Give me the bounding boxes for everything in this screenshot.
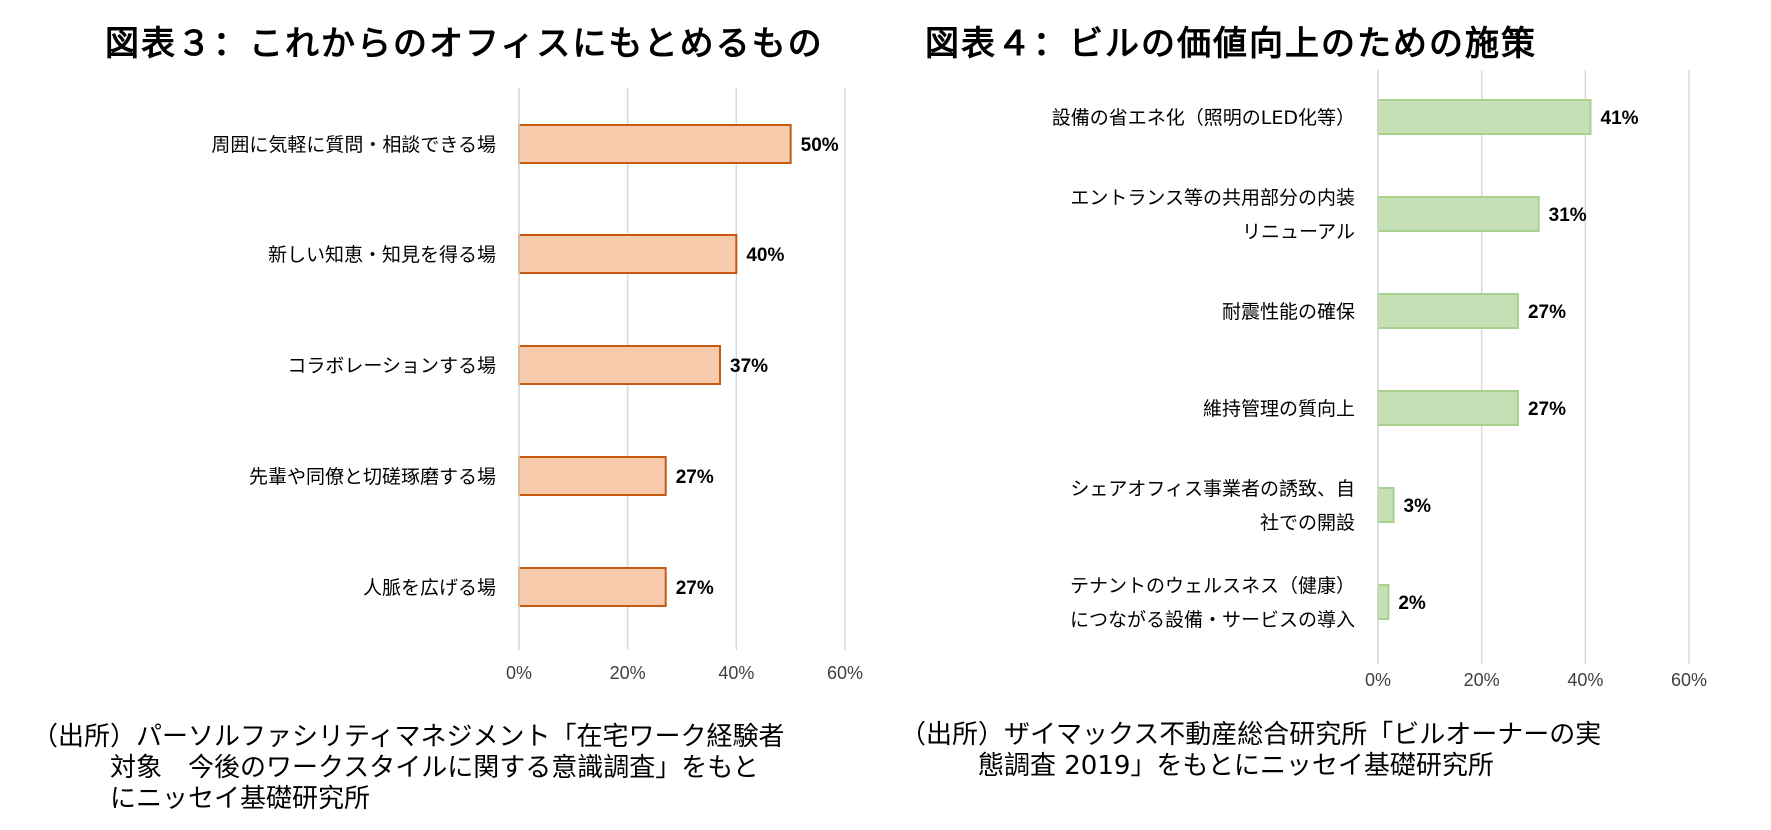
fig3-category-label: 人脈を広げる場 [363,577,496,599]
fig4-category-label: テナントのウェルスネス（健康） [1070,575,1355,597]
fig3-category-label: コラボレーションする場 [287,355,496,377]
fig3-data-label: 27% [676,467,714,488]
fig3-category-label: 新しい知恵・知見を得る場 [268,244,496,266]
fig4-data-label: 3% [1404,496,1432,517]
fig4-bar [1377,487,1395,523]
fig4-category-label: につながる設備・サービスの導入 [1070,609,1355,631]
fig4-bar [1377,390,1519,426]
fig4-x-tick-label: 0% [1365,670,1391,690]
fig4-bar [1377,99,1592,135]
fig3-bar [518,345,722,385]
fig4-category-label: 維持管理の質向上 [1203,398,1355,420]
fig4-category-label: エントランス等の共用部分の内装 [1070,187,1355,209]
fig3-x-tick-label: 0% [506,663,532,683]
fig3-bar [518,234,738,274]
fig4-x-tick-label: 40% [1567,670,1603,690]
fig4-category-label: 耐震性能の確保 [1222,301,1355,323]
figure-4-source-note: （出所）ザイマックス不動産総合研究所「ビルオーナーの実 態調査 2019」をもと… [900,720,1602,781]
fig3-data-label: 27% [676,578,714,599]
fig3-data-label: 50% [801,135,839,156]
fig4-bar [1377,293,1519,329]
fig4-bar [1377,584,1390,620]
figure-3-title: 図表３：これからのオフィスにもとめるもの [105,24,824,64]
fig4-bar [1377,196,1540,232]
fig3-x-tick-label: 40% [718,663,754,683]
figure-3-bar-chart: 0% 20% 40% 60% 50% 周囲に気軽に質問・相談できる場 40% 新しい知恵・知見… [211,88,863,683]
figure-4-title: 図表４：ビルの価値向上のための施策 [925,24,1537,64]
fig3-data-label: 37% [730,356,768,377]
fig4-data-label: 31% [1549,205,1587,226]
fig4-data-label: 41% [1601,108,1639,129]
fig3-bar [518,567,667,607]
fig3-x-tick-label: 20% [610,663,646,683]
figure-3-source-note: （出所）パーソルファシリティマネジメント「在宅ワーク経験者 対象 今後のワークス… [32,722,785,814]
figure-4-panel: 図表４：ビルの価値向上のための施策 0% 20% 40% 60% 41% 設備の省エネ化（… [900,0,1771,830]
fig4-data-label: 27% [1528,399,1566,420]
fig3-bar [518,456,667,496]
fig4-data-label: 27% [1528,302,1566,323]
fig3-bar [518,124,792,164]
fig4-data-label: 2% [1398,593,1426,614]
figure-3-panel: 図表３：これからのオフィスにもとめるもの 0% 20% 40% 60% 50% 周囲に気軽… [32,24,863,814]
fig4-x-tick-label: 60% [1671,670,1707,690]
fig3-x-tick-label: 60% [827,663,863,683]
fig3-category-label: 周囲に気軽に質問・相談できる場 [211,134,496,156]
fig4-category-label: シェアオフィス事業者の誘致、自 [1070,478,1355,500]
fig4-category-label: リニューアル [1242,221,1355,243]
fig3-data-label: 40% [746,245,784,266]
fig3-category-label: 先輩や同僚と切磋琢磨する場 [249,466,496,488]
fig4-category-label: 社での開設 [1260,512,1355,534]
fig4-category-label: 設備の省エネ化（照明のLED化等） [1052,107,1355,129]
figure-4-bar-chart: 0% 20% 40% 60% 41% 設備の省エネ化（照明のLED化等） 31% エントランス… [1052,70,1707,690]
fig4-x-tick-label: 20% [1464,670,1500,690]
